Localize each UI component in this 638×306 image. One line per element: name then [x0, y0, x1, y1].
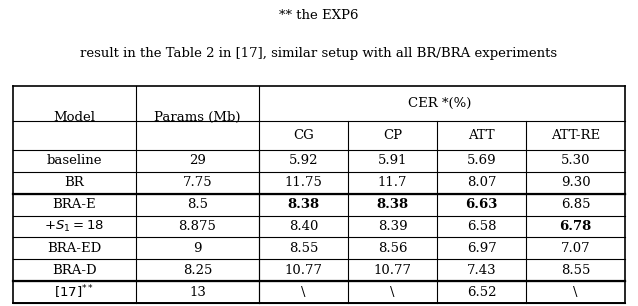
Text: Model: Model — [54, 111, 95, 124]
Text: 8.875: 8.875 — [179, 220, 216, 233]
Text: 6.85: 6.85 — [561, 198, 590, 211]
Text: BRA-D: BRA-D — [52, 264, 97, 277]
Text: 7.75: 7.75 — [182, 176, 212, 189]
Text: 5.30: 5.30 — [561, 154, 590, 167]
Text: 7.43: 7.43 — [467, 264, 496, 277]
Text: 8.07: 8.07 — [467, 176, 496, 189]
Text: 5.92: 5.92 — [289, 154, 318, 167]
Text: 10.77: 10.77 — [374, 264, 412, 277]
Text: 11.75: 11.75 — [285, 176, 323, 189]
Text: 6.58: 6.58 — [467, 220, 496, 233]
Text: $[17]^{**}$: $[17]^{**}$ — [54, 283, 94, 301]
Text: 8.40: 8.40 — [289, 220, 318, 233]
Text: 6.63: 6.63 — [465, 198, 498, 211]
Text: 5.91: 5.91 — [378, 154, 407, 167]
Text: 8.38: 8.38 — [288, 198, 320, 211]
Text: 9: 9 — [193, 242, 202, 255]
Text: BRA-ED: BRA-ED — [47, 242, 101, 255]
Text: 8.56: 8.56 — [378, 242, 407, 255]
Text: 8.5: 8.5 — [187, 198, 208, 211]
Text: 11.7: 11.7 — [378, 176, 407, 189]
Text: 6.52: 6.52 — [467, 285, 496, 299]
Text: 9.30: 9.30 — [561, 176, 590, 189]
Text: 8.38: 8.38 — [376, 198, 408, 211]
Text: \: \ — [301, 285, 306, 299]
Text: CER *(%): CER *(%) — [408, 97, 476, 110]
Text: BRA-E: BRA-E — [52, 198, 96, 211]
Text: ATT: ATT — [468, 129, 495, 142]
Text: 8.39: 8.39 — [378, 220, 408, 233]
Text: 6.78: 6.78 — [560, 220, 592, 233]
Text: ATT-RE: ATT-RE — [551, 129, 600, 142]
Text: CP: CP — [383, 129, 402, 142]
Text: BR: BR — [64, 176, 84, 189]
Text: 8.55: 8.55 — [561, 264, 590, 277]
Text: 10.77: 10.77 — [285, 264, 323, 277]
Text: Params (Mb): Params (Mb) — [154, 111, 241, 124]
Text: 29: 29 — [189, 154, 206, 167]
Text: \: \ — [390, 285, 395, 299]
Text: 6.97: 6.97 — [466, 242, 496, 255]
Text: CG: CG — [293, 129, 314, 142]
Text: ** the EXP6: ** the EXP6 — [279, 9, 359, 22]
Text: 13: 13 — [189, 285, 206, 299]
Text: 5.69: 5.69 — [467, 154, 496, 167]
Text: $+ S_1 = 18$: $+ S_1 = 18$ — [45, 219, 105, 234]
Text: baseline: baseline — [47, 154, 102, 167]
Text: 8.25: 8.25 — [183, 264, 212, 277]
Text: 8.55: 8.55 — [289, 242, 318, 255]
Text: \: \ — [574, 285, 578, 299]
Text: 7.07: 7.07 — [561, 242, 590, 255]
Text: result in the Table 2 in [17], similar setup with all BR/BRA experiments: result in the Table 2 in [17], similar s… — [80, 47, 558, 60]
